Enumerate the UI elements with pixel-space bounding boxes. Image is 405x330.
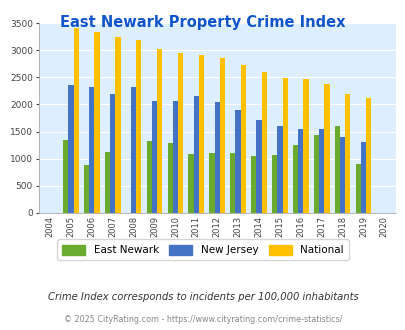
- Bar: [251, 156, 256, 213]
- Bar: [146, 141, 151, 213]
- Bar: [209, 153, 214, 213]
- Bar: [261, 73, 266, 213]
- Bar: [73, 28, 79, 213]
- Bar: [355, 164, 360, 213]
- Bar: [167, 144, 173, 213]
- Bar: [303, 80, 308, 213]
- Bar: [151, 101, 157, 213]
- Bar: [365, 98, 371, 213]
- Bar: [324, 84, 329, 213]
- Bar: [292, 145, 297, 213]
- Bar: [131, 87, 136, 213]
- Bar: [240, 65, 245, 213]
- Bar: [84, 165, 89, 213]
- Bar: [68, 85, 73, 213]
- Text: Crime Index corresponds to incidents per 100,000 inhabitants: Crime Index corresponds to incidents per…: [47, 292, 358, 302]
- Bar: [334, 126, 339, 213]
- Bar: [344, 94, 350, 213]
- Bar: [193, 96, 198, 213]
- Bar: [235, 110, 240, 213]
- Bar: [230, 153, 235, 213]
- Bar: [271, 155, 277, 213]
- Bar: [277, 125, 282, 213]
- Bar: [339, 138, 344, 213]
- Bar: [256, 119, 261, 213]
- Bar: [198, 55, 204, 213]
- Text: © 2025 CityRating.com - https://www.cityrating.com/crime-statistics/: © 2025 CityRating.com - https://www.city…: [64, 315, 341, 324]
- Bar: [63, 140, 68, 213]
- Bar: [173, 101, 178, 213]
- Bar: [313, 135, 318, 213]
- Bar: [89, 87, 94, 213]
- Bar: [219, 58, 224, 213]
- Bar: [282, 78, 287, 213]
- Text: East Newark Property Crime Index: East Newark Property Crime Index: [60, 15, 345, 30]
- Bar: [115, 37, 120, 213]
- Bar: [360, 142, 365, 213]
- Bar: [178, 53, 183, 213]
- Bar: [104, 151, 110, 213]
- Bar: [214, 102, 219, 213]
- Bar: [188, 154, 193, 213]
- Bar: [110, 94, 115, 213]
- Bar: [157, 49, 162, 213]
- Bar: [297, 129, 303, 213]
- Bar: [94, 32, 100, 213]
- Bar: [318, 129, 324, 213]
- Bar: [136, 40, 141, 213]
- Legend: East Newark, New Jersey, National: East Newark, New Jersey, National: [57, 240, 348, 260]
